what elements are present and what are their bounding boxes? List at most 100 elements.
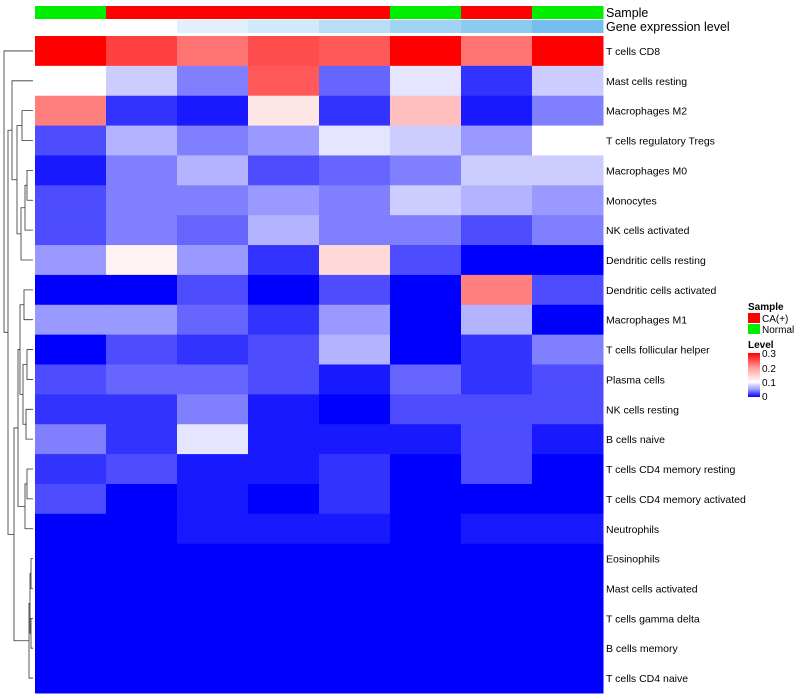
heatmap-cell — [177, 603, 249, 634]
heatmap-cell — [532, 513, 604, 545]
heatmap-cell — [319, 454, 391, 485]
sample-annotation-cell — [248, 6, 320, 19]
heatmap-cell — [319, 513, 391, 545]
heatmap-cell — [35, 424, 107, 455]
annotation-label-sample: Sample — [606, 6, 648, 20]
dendrogram-branch — [23, 289, 33, 321]
heatmap-cell — [461, 65, 533, 97]
row-label: T cells CD4 memory resting — [606, 464, 735, 476]
heatmap-cell — [461, 245, 533, 276]
heatmap-cell — [177, 155, 249, 186]
heatmap-cell — [390, 483, 462, 515]
dendrogram-branch — [20, 207, 33, 261]
heatmap-cell — [319, 185, 391, 216]
heatmap-cell — [106, 603, 178, 634]
heatmap-cell — [461, 633, 533, 664]
heatmap-cell — [532, 454, 604, 485]
heatmap-cell — [532, 304, 604, 336]
row-label: T cells gamma delta — [606, 613, 700, 625]
heatmap-cell — [35, 364, 107, 395]
row-dendrogram — [3, 50, 33, 679]
heatmap-cell — [532, 65, 604, 97]
dendrogram-branch — [25, 408, 33, 440]
dendrogram-branch — [30, 558, 33, 589]
dendrogram-branch — [7, 129, 14, 535]
heatmap-cell — [106, 573, 178, 604]
heatmap-cell — [532, 215, 604, 246]
heatmap-cell — [461, 304, 533, 336]
heatmap-cell — [390, 95, 462, 127]
heatmap-cell — [319, 125, 391, 156]
expression-annotation-cell — [177, 20, 249, 33]
heatmap-cell — [532, 633, 604, 664]
sample-legend: Sample CA(+) Normal — [748, 302, 794, 336]
heatmap-cell — [532, 573, 604, 604]
heatmap-cell — [177, 334, 249, 365]
heatmap-cell — [390, 663, 462, 694]
row-label: T cells CD8 — [606, 46, 660, 58]
row-label: T cells CD4 naive — [606, 673, 688, 685]
dendrogram-branch — [24, 483, 33, 530]
heatmap-cell — [390, 543, 462, 575]
heatmap-cell — [319, 155, 391, 186]
heatmap-cell — [319, 334, 391, 365]
heatmap-cell — [106, 65, 178, 97]
heatmap-cell — [248, 125, 320, 156]
heatmap-cell — [461, 95, 533, 127]
sample-annotation-cell — [461, 6, 533, 19]
heatmap-cell — [532, 663, 604, 694]
heatmap-cell — [461, 155, 533, 186]
heatmap-cell — [532, 36, 604, 67]
annotation-label-expression: Gene expression level — [606, 20, 730, 34]
row-label: B cells memory — [606, 643, 679, 655]
expression-annotation-cell — [35, 20, 107, 33]
heatmap-cell — [248, 334, 320, 365]
heatmap-cell — [248, 633, 320, 664]
heatmap-cell — [106, 454, 178, 485]
level-tick-1: 0.2 — [762, 364, 776, 375]
heatmap-cell — [177, 424, 249, 455]
heatmap-cell — [461, 215, 533, 246]
heatmap-cell — [319, 424, 391, 455]
heatmap-cell — [390, 394, 462, 425]
heatmap-cell — [390, 245, 462, 276]
heatmap-cell — [177, 633, 249, 664]
heatmap-cell — [532, 603, 604, 634]
sample-annotation-cell — [177, 6, 249, 19]
heatmap-cell — [319, 65, 391, 97]
heatmap-cell — [390, 155, 462, 186]
heatmap-cell — [35, 36, 107, 67]
heatmap-cell — [177, 663, 249, 694]
heatmap-cell — [248, 304, 320, 336]
row-label: Macrophages M2 — [606, 106, 687, 118]
heatmap-cell — [106, 394, 178, 425]
sample-annotation-cell — [532, 6, 604, 19]
heatmap-cell — [106, 334, 178, 365]
heatmap-cell — [35, 663, 107, 694]
heatmap-cell — [319, 36, 391, 67]
heatmap-cell — [390, 334, 462, 365]
heatmap-cell — [248, 364, 320, 395]
heatmap-cell — [106, 274, 178, 306]
heatmap-cell — [106, 633, 178, 664]
heatmap-cell — [35, 543, 107, 575]
dendrogram-branch — [26, 169, 33, 201]
heatmap-cell — [461, 394, 533, 425]
heatmap-cell — [248, 274, 320, 306]
heatmap-cell — [106, 125, 178, 156]
heatmap-cell — [390, 36, 462, 67]
heatmap-cell — [390, 215, 462, 246]
annotation-labels: Sample Gene expression level — [606, 6, 730, 34]
dendrogram-branch — [30, 617, 33, 649]
column-annotations — [35, 6, 604, 33]
sample-annotation-cell — [390, 6, 462, 19]
heatmap-cell — [35, 125, 107, 156]
heatmap-cell — [461, 36, 533, 67]
dendrogram-branch — [21, 110, 33, 141]
heatmap-cell — [319, 633, 391, 664]
heatmap-cell — [35, 155, 107, 186]
heatmap-cell — [177, 125, 249, 156]
expression-annotation-cell — [248, 20, 320, 33]
heatmap-cell — [390, 424, 462, 455]
